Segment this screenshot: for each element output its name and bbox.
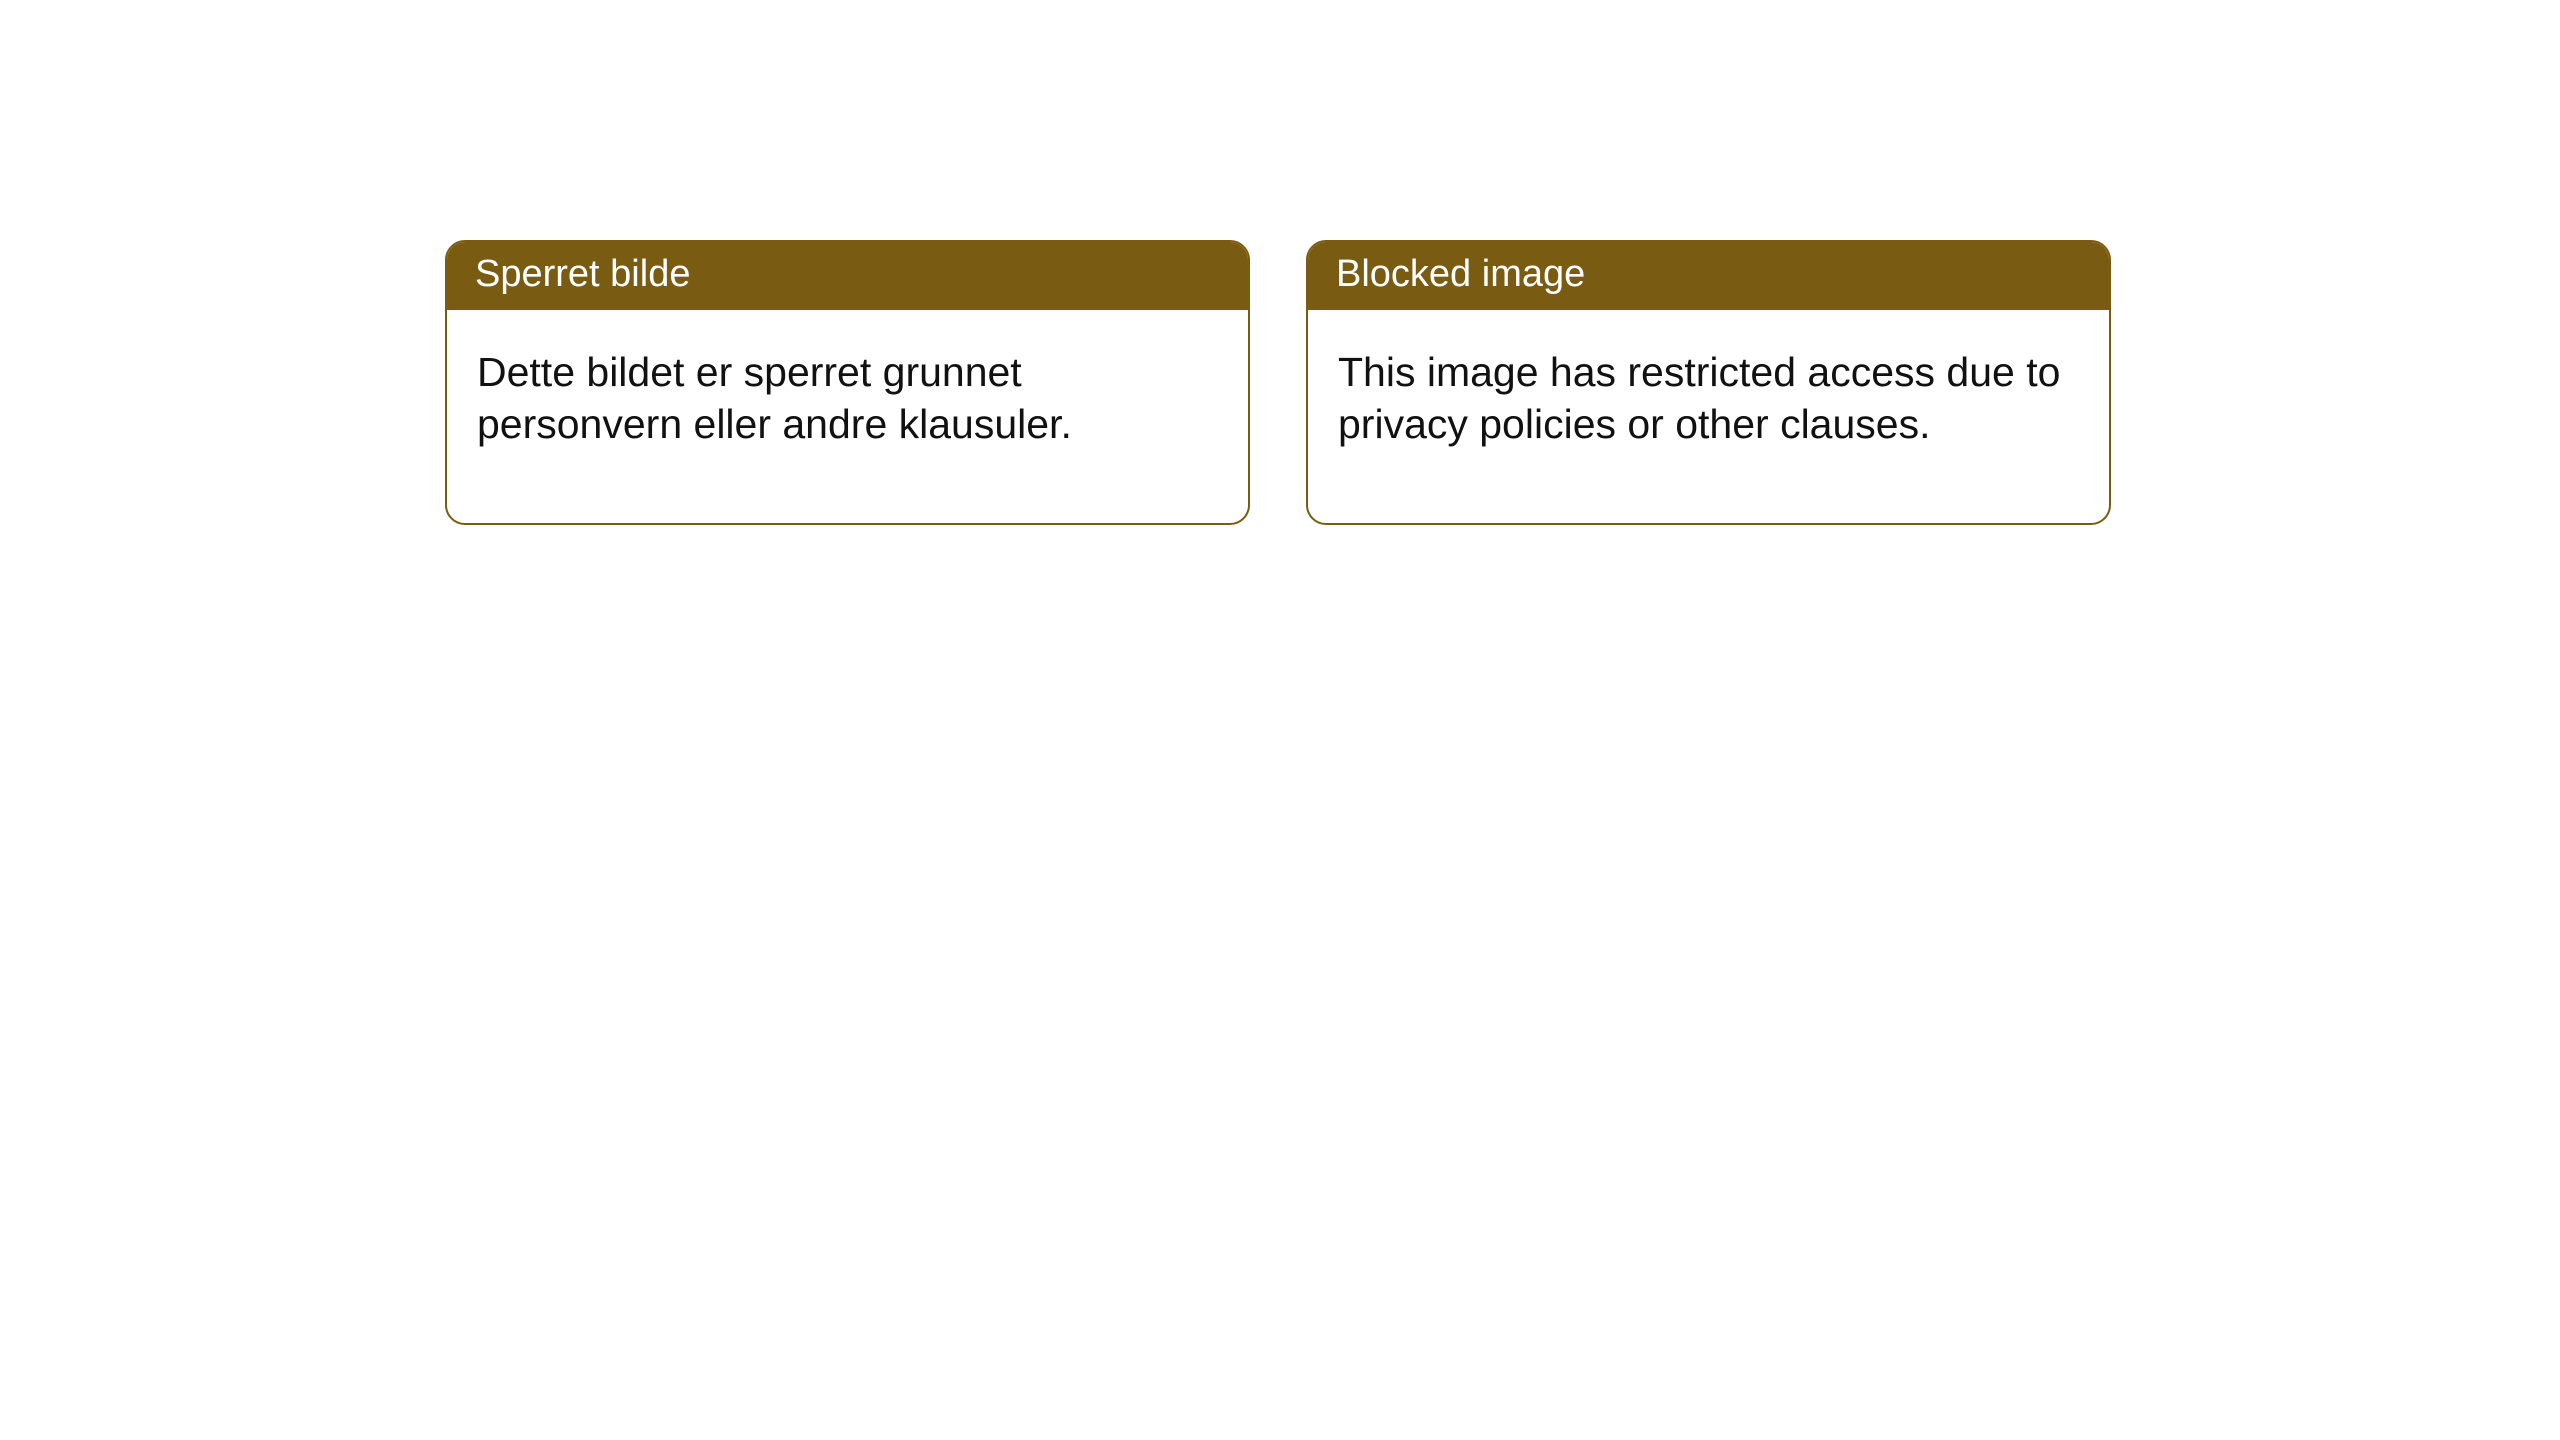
- card-title-en: Blocked image: [1336, 253, 1585, 295]
- card-body-no: Dette bildet er sperret grunnet personve…: [447, 310, 1248, 523]
- card-title-no: Sperret bilde: [475, 253, 690, 295]
- card-body-text-no: Dette bildet er sperret grunnet personve…: [477, 349, 1072, 447]
- blocked-image-card-no: Sperret bilde Dette bildet er sperret gr…: [445, 240, 1250, 525]
- card-header-en: Blocked image: [1308, 242, 2109, 310]
- card-body-text-en: This image has restricted access due to …: [1338, 349, 2060, 447]
- notice-container: Sperret bilde Dette bildet er sperret gr…: [0, 0, 2560, 525]
- card-header-no: Sperret bilde: [447, 242, 1248, 310]
- blocked-image-card-en: Blocked image This image has restricted …: [1306, 240, 2111, 525]
- card-body-en: This image has restricted access due to …: [1308, 310, 2109, 523]
